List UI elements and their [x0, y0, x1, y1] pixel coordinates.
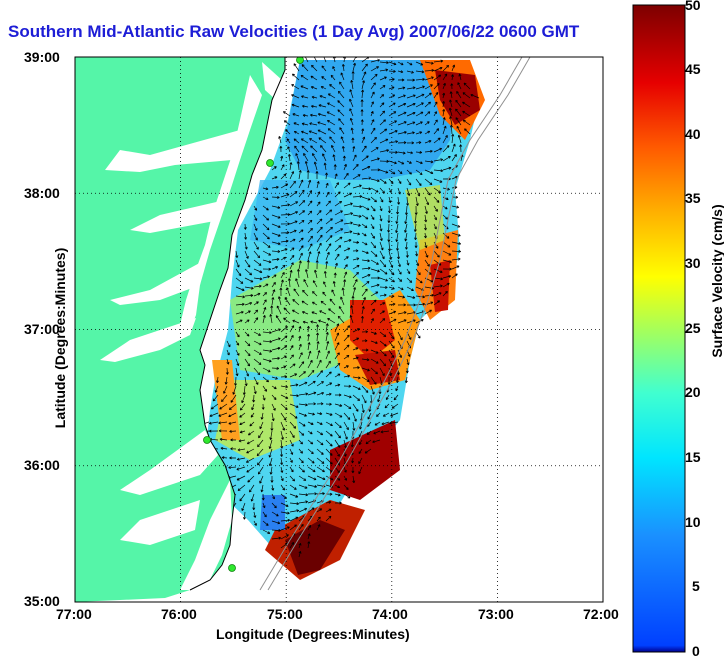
y-tick-label: 39:00 [24, 49, 60, 65]
vector-arrows [199, 57, 480, 558]
isobaths [259, 57, 531, 591]
station-marker [296, 57, 304, 64]
x-tick-label: 77:00 [56, 606, 92, 622]
colorbar-tick-label: 20 [685, 384, 701, 400]
y-axis-title: Latitude (Degrees:Minutes) [52, 247, 68, 429]
x-tick-label: 72:00 [583, 606, 619, 622]
colorbar [632, 4, 686, 653]
colorbar-title: Surface Velocity (cm/s) [709, 204, 724, 358]
colorbar-tick-label: 0 [692, 643, 700, 659]
station-marker [266, 159, 274, 167]
y-tick-label: 36:00 [24, 457, 60, 473]
x-axis-title: Longitude (Degrees:Minutes) [216, 626, 410, 642]
x-tick-label: 76:00 [161, 606, 197, 622]
y-tick-label: 38:00 [24, 185, 60, 201]
map-title: Southern Mid-Atlantic Raw Velocities (1 … [8, 22, 580, 41]
colorbar-tick-label: 40 [685, 126, 701, 142]
colorbar-tick-label: 10 [685, 514, 701, 530]
colorbar-tick-label: 50 [685, 0, 701, 13]
colorbar-tick-label: 5 [692, 578, 700, 594]
x-tick-label: 73:00 [478, 606, 514, 622]
coastline [189, 57, 286, 591]
colorbar-tick-label: 30 [685, 255, 701, 271]
y-tick-label: 35:00 [24, 593, 60, 609]
plot-frame [74, 56, 604, 603]
radar-stations [203, 57, 304, 572]
y-tick-label: 37:00 [24, 321, 60, 337]
x-tick-label: 75:00 [267, 606, 303, 622]
x-tick-label: 74:00 [372, 606, 408, 622]
station-marker [203, 436, 211, 444]
colorbar-tick-label: 35 [685, 190, 701, 206]
colorbar-tick-label: 25 [685, 320, 701, 336]
colorbar-tick-label: 45 [685, 61, 701, 77]
grid-lines [75, 57, 603, 602]
velocity-vectors [199, 57, 480, 558]
velocity-field [205, 60, 485, 580]
station-marker [228, 564, 236, 572]
colorbar-tick-label: 15 [685, 449, 701, 465]
